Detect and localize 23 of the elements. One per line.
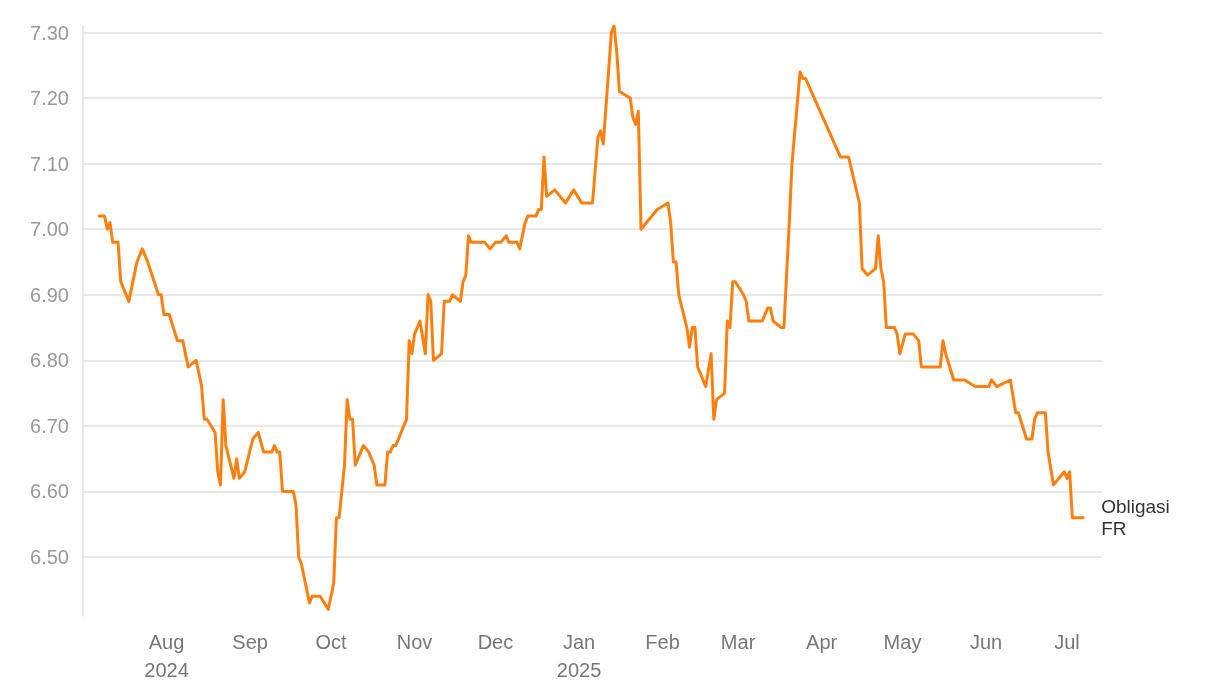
y-tick-label: 6.50 xyxy=(30,546,69,568)
y-tick-label: 6.60 xyxy=(30,480,69,503)
line-series xyxy=(97,24,1085,611)
y-tick-label: 6.80 xyxy=(30,349,69,372)
x-tick-label: Nov xyxy=(396,631,433,653)
x-tick-label: Dec xyxy=(477,631,514,653)
x-tick-label: Apr xyxy=(806,631,838,653)
y-tick-label: 6.70 xyxy=(30,414,69,437)
x-tick-label: May xyxy=(883,631,922,653)
x-tick-label: Mar xyxy=(720,631,756,653)
y-tick-label: 7.20 xyxy=(30,87,69,110)
y-tick-label: 7.30 xyxy=(30,21,69,44)
x-tick-label: Oct xyxy=(315,631,347,653)
y-tick-label: 7.10 xyxy=(30,152,69,175)
x-tick-label: Sep xyxy=(232,631,268,653)
x-tick-label: Aug 2024 xyxy=(144,631,189,681)
x-tick-label: Jun xyxy=(969,631,1003,653)
x-tick-label: Jul xyxy=(1054,631,1080,653)
y-tick-label: 6.90 xyxy=(30,283,69,306)
x-tick-label: Jan 2025 xyxy=(556,631,602,681)
y-tick-label: 7.00 xyxy=(30,218,69,241)
x-tick-label: Feb xyxy=(645,631,680,653)
series-label: Obligasi FR xyxy=(1101,496,1176,540)
